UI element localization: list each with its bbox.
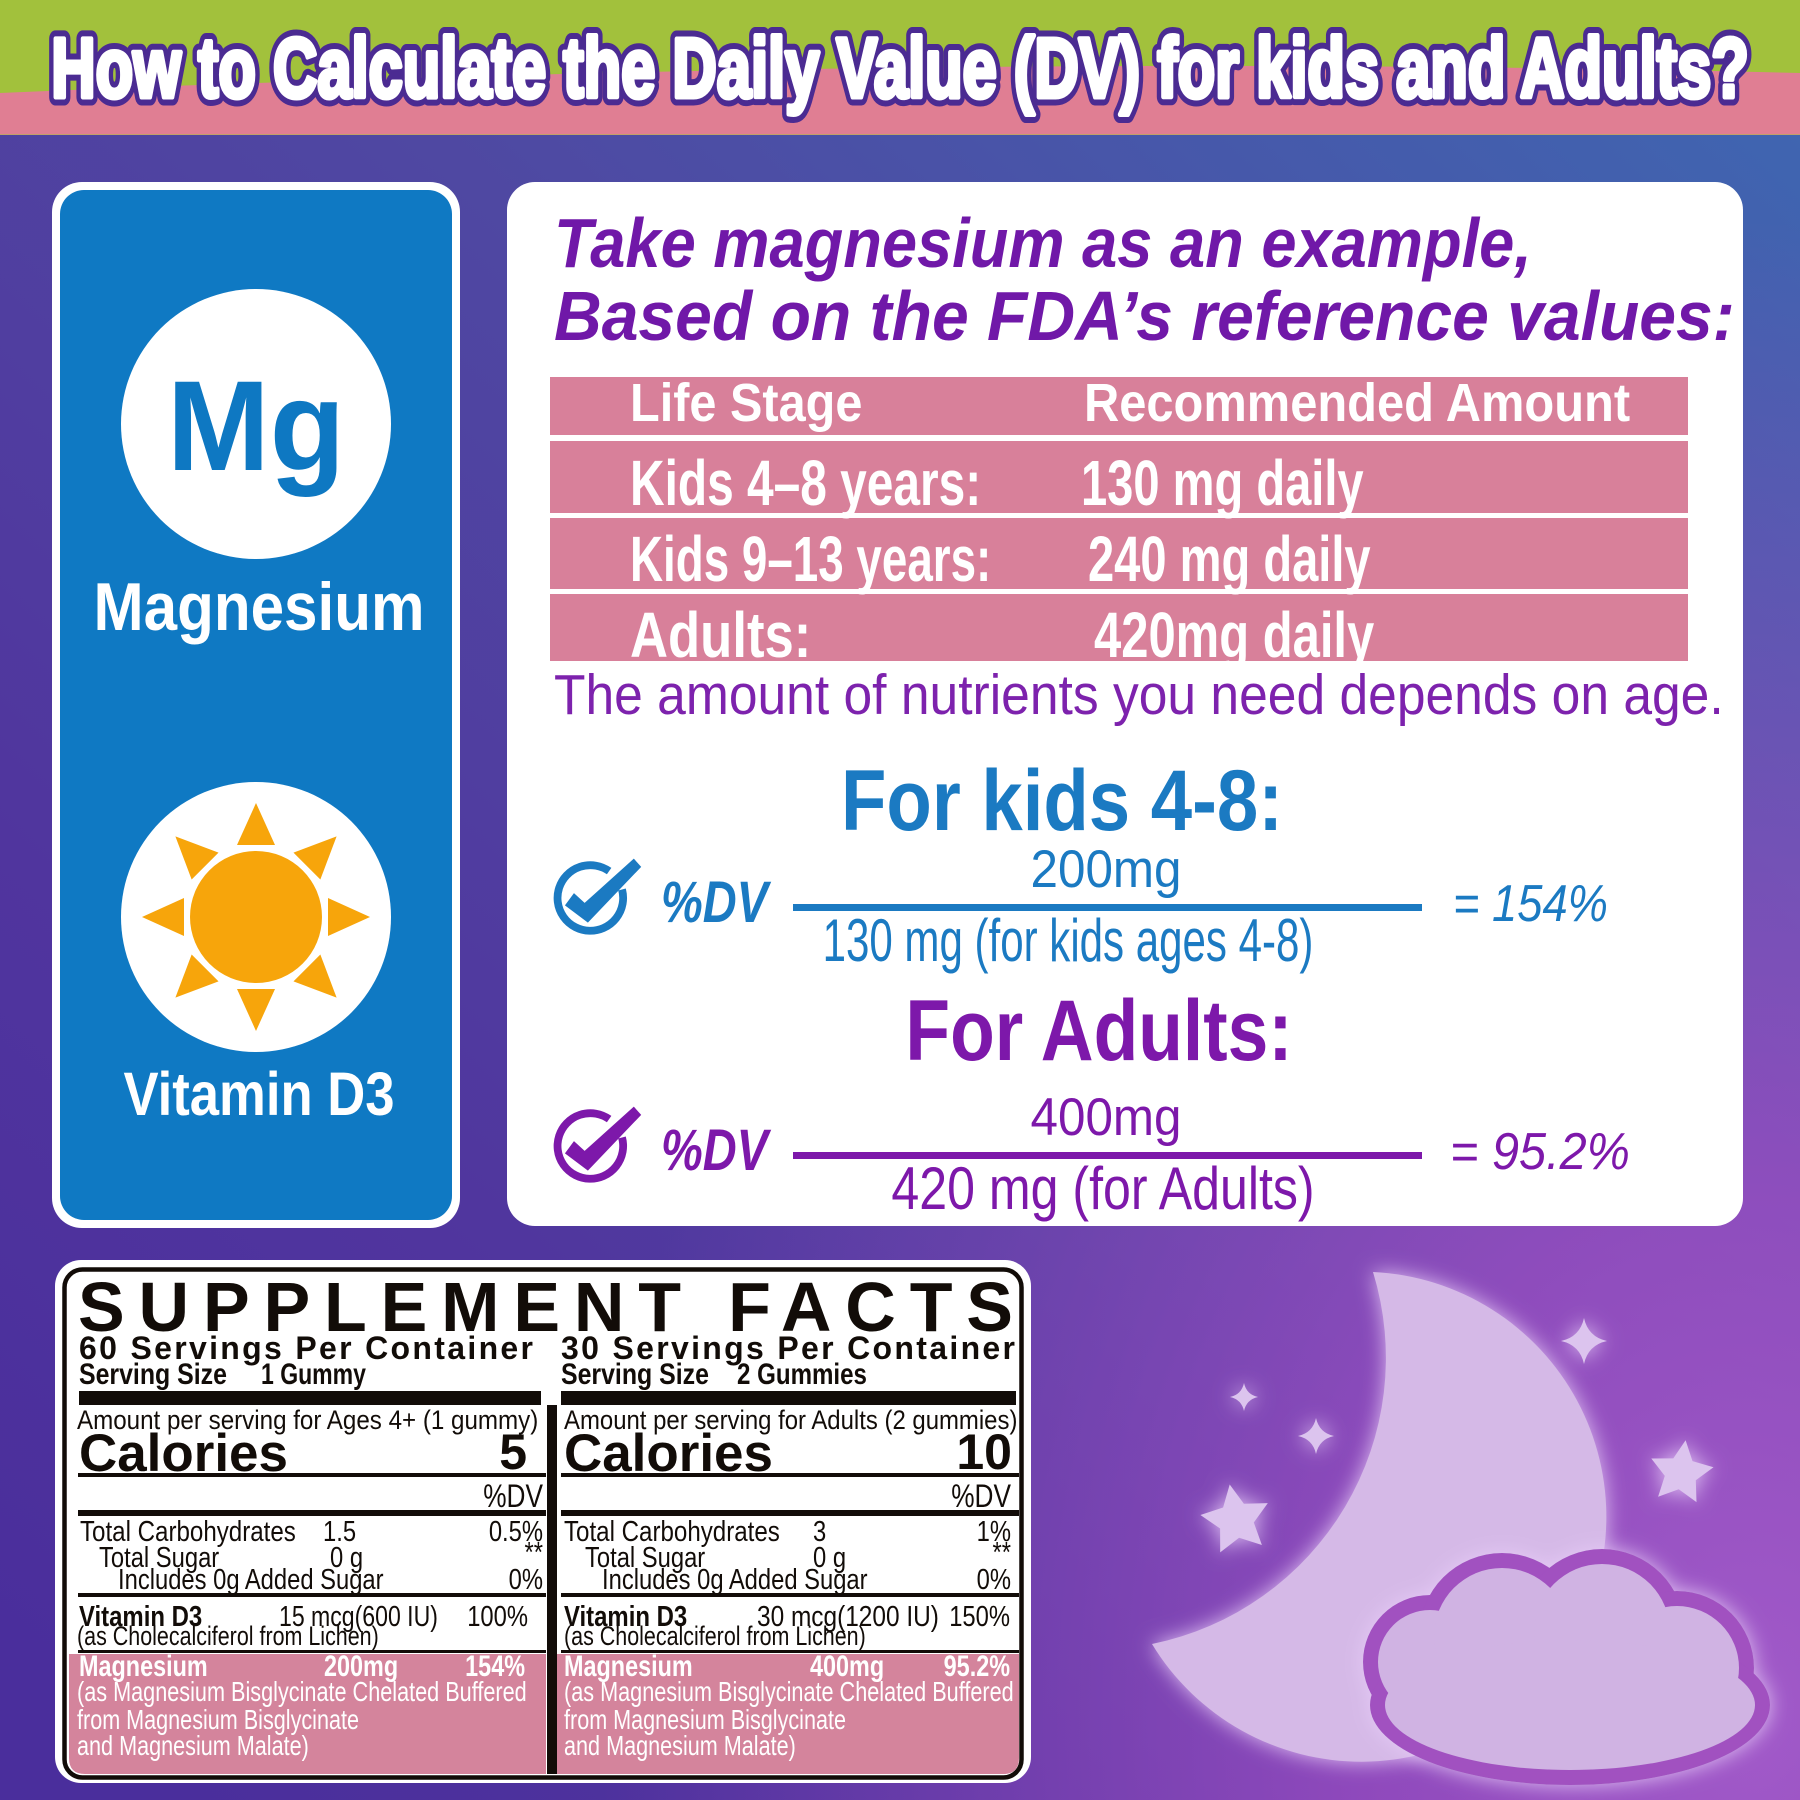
svg-text:Magnesium: Magnesium	[94, 569, 425, 645]
svg-text:240 mg daily: 240 mg daily	[1088, 523, 1371, 595]
svg-text:Calories: Calories	[79, 1424, 288, 1483]
svg-text:Vitamin D3: Vitamin D3	[124, 1060, 395, 1129]
svg-text:Mg: Mg	[167, 354, 345, 498]
svg-text:5: 5	[499, 1424, 527, 1480]
svg-text:(as Cholecalciferol from Liche: (as Cholecalciferol from Lichen)	[77, 1622, 379, 1652]
svg-text:30 mcg(1200 IU): 30 mcg(1200 IU)	[757, 1600, 939, 1632]
svg-text:3: 3	[813, 1515, 826, 1548]
svg-text:Total Carbohydrates: Total Carbohydrates	[564, 1515, 780, 1548]
svg-text:Amount per serving for Adults: Amount per serving for Adults (2 gummies…	[564, 1406, 1017, 1436]
svg-text:Magnesium: Magnesium	[79, 1649, 208, 1682]
svg-text:0 g: 0 g	[330, 1541, 363, 1574]
svg-text:0%: 0%	[509, 1563, 543, 1596]
svg-text:Vitamin D3: Vitamin D3	[79, 1600, 202, 1633]
svg-text:2 Gummies: 2 Gummies	[737, 1356, 867, 1390]
svg-text:= 154%: = 154%	[1453, 875, 1608, 933]
svg-text:200mg: 200mg	[324, 1649, 398, 1682]
svg-text:Recommended Amount: Recommended Amount	[1084, 372, 1630, 433]
svg-text:Vitamin D3: Vitamin D3	[564, 1600, 687, 1633]
svg-text:Total Carbohydrates: Total Carbohydrates	[80, 1515, 296, 1548]
svg-text:from Magnesium Bisglycinate: from Magnesium Bisglycinate	[564, 1704, 846, 1735]
svg-text:1 Gummy: 1 Gummy	[261, 1357, 366, 1391]
svg-text:For Adults:: For Adults:	[905, 982, 1292, 1078]
svg-text:How to Calculate the Daily Val: How to Calculate the Daily Value (DV) fo…	[51, 21, 1749, 116]
svg-text:%DV: %DV	[661, 1118, 771, 1183]
svg-text:10: 10	[956, 1424, 1012, 1480]
svg-text:(as Cholecalciferol from Liche: (as Cholecalciferol from Lichen)	[564, 1622, 866, 1652]
svg-text:Includes 0g Added Sugar: Includes 0g Added Sugar	[602, 1563, 868, 1596]
svg-text:400mg: 400mg	[810, 1649, 884, 1682]
svg-text:420 mg (for Adults): 420 mg (for Adults)	[891, 1155, 1314, 1222]
svg-text:%DV: %DV	[483, 1480, 543, 1515]
svg-text:SUPPLEMENT FACTS: SUPPLEMENT FACTS	[78, 1268, 1013, 1346]
svg-text:0%: 0%	[977, 1563, 1011, 1596]
svg-text:400mg: 400mg	[1031, 1087, 1182, 1146]
svg-text:(as Magnesium Bisglycinate Che: (as Magnesium Bisglycinate Chelated Buff…	[564, 1676, 1014, 1707]
svg-text:Life Stage: Life Stage	[630, 372, 862, 433]
svg-text:1%: 1%	[977, 1515, 1011, 1548]
svg-text:Serving Size: Serving Size	[561, 1357, 709, 1391]
svg-text:15 mcg(600 IU): 15 mcg(600 IU)	[279, 1599, 438, 1632]
svg-text:130 mg (for kids ages 4-8): 130 mg (for kids ages 4-8)	[823, 907, 1314, 974]
svg-text:Adults:: Adults:	[630, 600, 811, 671]
svg-text:from Magnesium Bisglycinate: from Magnesium Bisglycinate	[77, 1704, 359, 1735]
svg-text:Serving Size: Serving Size	[79, 1357, 227, 1391]
svg-text:Total Sugar: Total Sugar	[585, 1541, 705, 1574]
svg-text:Includes 0g Added Sugar: Includes 0g Added Sugar	[118, 1563, 384, 1596]
svg-text:Based on the FDA’s reference v: Based on the FDA’s reference values:	[554, 277, 1735, 355]
svg-text:How to Calculate the Daily Val: How to Calculate the Daily Value (DV) fo…	[51, 21, 1749, 116]
svg-text:Take magnesium as an example,: Take magnesium as an example,	[554, 205, 1532, 283]
svg-text:(as Magnesium Bisglycinate Che: (as Magnesium Bisglycinate Chelated Buff…	[77, 1676, 527, 1707]
svg-text:1.5: 1.5	[323, 1515, 356, 1548]
svg-text:Kids 4–8 years:: Kids 4–8 years:	[630, 447, 981, 518]
svg-text:Magnesium: Magnesium	[564, 1649, 693, 1682]
svg-text:154%: 154%	[465, 1649, 525, 1682]
svg-text:0.5%: 0.5%	[489, 1515, 543, 1548]
svg-text:60 Servings Per Container: 60 Servings Per Container	[79, 1330, 533, 1366]
svg-text:= 95.2%: = 95.2%	[1450, 1122, 1630, 1181]
svg-text:200mg: 200mg	[1031, 839, 1182, 898]
svg-text:0 g: 0 g	[813, 1541, 846, 1574]
svg-text:Kids 9–13 years:: Kids 9–13 years:	[630, 523, 991, 594]
svg-text:Total Sugar: Total Sugar	[99, 1541, 219, 1574]
svg-text:and Magnesium Malate): and Magnesium Malate)	[77, 1730, 309, 1761]
svg-text:The amount of nutrients you ne: The amount of nutrients you need depends…	[554, 663, 1724, 727]
svg-text:and Magnesium Malate): and Magnesium Malate)	[564, 1730, 796, 1761]
svg-text:Calories: Calories	[564, 1424, 773, 1483]
svg-text:130 mg daily: 130 mg daily	[1081, 447, 1364, 519]
svg-text:**: **	[992, 1536, 1011, 1569]
svg-text:100%: 100%	[467, 1600, 528, 1633]
svg-text:420mg daily: 420mg daily	[1094, 600, 1375, 672]
svg-text:**: **	[524, 1536, 543, 1569]
svg-text:30 Servings Per Container: 30 Servings Per Container	[561, 1330, 1015, 1366]
svg-text:For kids 4-8:: For kids 4-8:	[841, 753, 1283, 849]
svg-text:%DV: %DV	[661, 870, 771, 935]
svg-text:95.2%: 95.2%	[944, 1649, 1010, 1682]
svg-text:Amount per serving for Ages 4+: Amount per serving for Ages 4+ (1 gummy)	[77, 1406, 538, 1435]
svg-text:%DV: %DV	[951, 1480, 1011, 1515]
svg-text:150%: 150%	[949, 1600, 1010, 1633]
